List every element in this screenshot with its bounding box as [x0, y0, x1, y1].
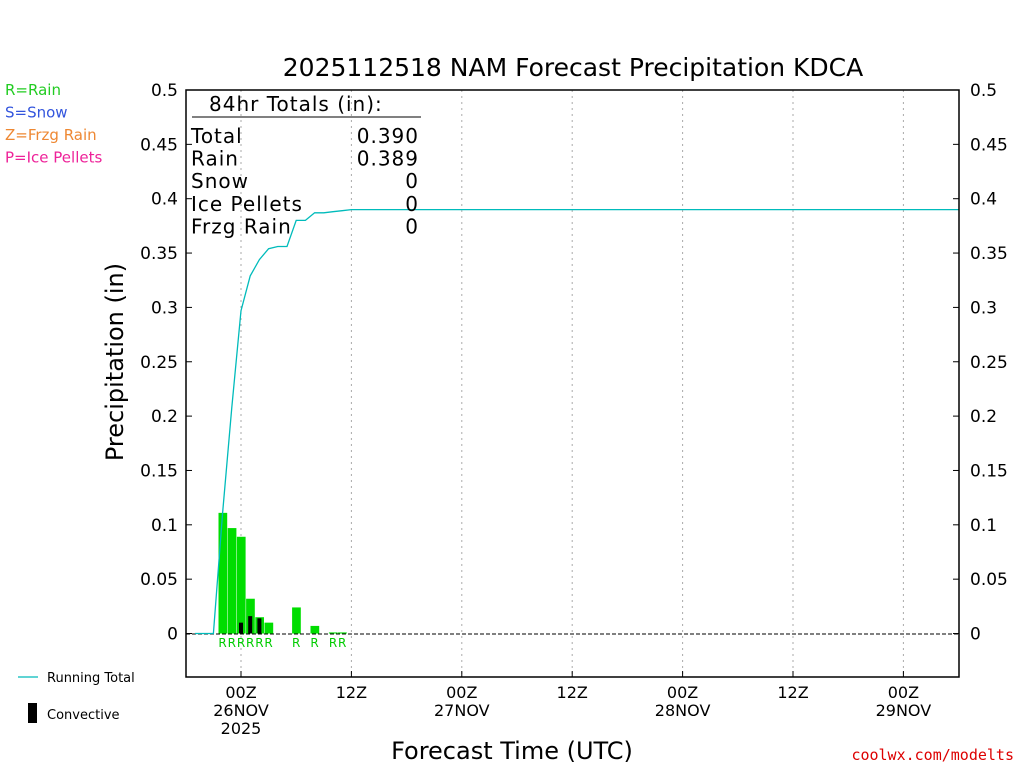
precip-bar: [264, 622, 274, 634]
x-tick-label: 12Z: [557, 683, 588, 702]
ptype-label: R: [329, 636, 337, 650]
y-axis-left: 0 0.05 0.1 0.15 0.2 0.25 0.3 0.35 0.4 0.45 0.5: [140, 81, 192, 645]
totals-row-value: 0: [405, 214, 419, 238]
precip-bar: [227, 528, 237, 634]
ptype-label: R: [237, 636, 245, 650]
ptype-label: R: [264, 636, 272, 650]
y-tick-label: 0.1: [151, 516, 178, 536]
precip-bar: [328, 632, 338, 634]
x-tick-label: 12Z: [336, 683, 367, 702]
source-credit: coolwx.com/modelts: [851, 746, 1014, 764]
y-tick-label: 0: [167, 625, 178, 645]
y-tick-label: 0.5: [970, 81, 997, 101]
chart-title: 2025112518 NAM Forecast Precipitation KD…: [283, 53, 863, 82]
y-tick-label: 0.45: [970, 135, 1008, 155]
y-tick-label: 0.1: [970, 516, 997, 536]
convective-bars: [239, 616, 262, 634]
convective-legend-label: Convective: [47, 708, 120, 723]
convective-bar: [257, 618, 262, 634]
totals-row-value: 0: [405, 169, 419, 193]
totals-row-label: Snow: [191, 169, 249, 193]
convective-bar: [248, 616, 253, 634]
x-tick-label: 00Z: [225, 683, 256, 702]
y-axis-label: Precipitation (in): [101, 263, 129, 461]
precip-bar: [218, 512, 228, 634]
totals-row-label: Frzg Rain: [191, 214, 292, 238]
y-tick-label: 0: [970, 625, 981, 645]
y-tick-label: 0.25: [140, 353, 178, 373]
convective-legend-swatch: [28, 703, 37, 723]
y-tick-label: 0.45: [140, 135, 178, 155]
ptype-label: R: [292, 636, 300, 650]
x-axis-label: Forecast Time (UTC): [391, 737, 633, 765]
y-tick-label: 0.25: [970, 353, 1008, 373]
convective-bar: [239, 622, 243, 634]
ptype-label: R: [255, 636, 263, 650]
y-tick-label: 0.4: [970, 190, 997, 210]
ptype-label: R: [338, 636, 346, 650]
totals-row-label: Ice Pellets: [191, 192, 303, 216]
y-tick-label: 0.5: [151, 81, 178, 101]
x-tick-label: 00Z: [446, 683, 477, 702]
ptype-label: R: [228, 636, 236, 650]
y-tick-label: 0.2: [151, 407, 178, 427]
x-tick-label: 27NOV: [434, 701, 490, 720]
x-tick-label: 00Z: [888, 683, 919, 702]
running-total-line: [195, 208, 959, 635]
legend-item: R=Rain: [5, 81, 61, 99]
totals-row-value: 0.389: [357, 147, 419, 171]
y-tick-label: 0.3: [151, 298, 178, 318]
y-tick-label: 0.05: [140, 570, 178, 590]
running-total-legend-label: Running Total: [47, 671, 135, 686]
x-tick-label: 28NOV: [655, 701, 711, 720]
legend-item: P=Ice Pellets: [5, 149, 102, 167]
legend-item: Z=Frzg Rain: [5, 126, 97, 144]
precip-bar: [292, 607, 301, 634]
totals-table: 84hr Totals (in): Total 0.390 Rain 0.389 Snow…: [190, 92, 421, 238]
y-tick-label: 0.2: [970, 407, 997, 427]
y-tick-label: 0.4: [151, 190, 178, 210]
x-tick-label: 29NOV: [876, 701, 932, 720]
x-tick-label: 00Z: [667, 683, 698, 702]
y-tick-label: 0.05: [970, 570, 1008, 590]
totals-row-value: 0.390: [357, 124, 419, 148]
x-tick-label: 26NOV: [213, 701, 269, 720]
x-tick-label: 12Z: [777, 683, 808, 702]
totals-row-label: Rain: [191, 147, 239, 171]
y-axis-right: 0 0.05 0.1 0.15 0.2 0.25 0.3 0.35 0.4 0.45 0.5: [953, 81, 1008, 645]
precip-type-legend: R=Rain S=Snow Z=Frzg Rain P=Ice Pellets: [5, 81, 102, 167]
totals-row-label: Total: [190, 124, 243, 148]
precip-bars: [218, 512, 347, 634]
precip-bar: [236, 536, 246, 634]
totals-heading: 84hr Totals (in):: [209, 92, 383, 116]
legend-item: S=Snow: [5, 104, 68, 122]
ptype-label: R: [218, 636, 226, 650]
ptype-label: R: [310, 636, 318, 650]
y-tick-label: 0.35: [970, 244, 1008, 264]
y-tick-label: 0.15: [970, 461, 1008, 481]
x-tick-label: 2025: [221, 719, 262, 738]
totals-row-value: 0: [405, 192, 419, 216]
precip-bar: [310, 625, 320, 634]
y-tick-label: 0.35: [140, 244, 178, 264]
vertical-gridlines: [240, 90, 904, 677]
y-tick-label: 0.15: [140, 461, 178, 481]
y-tick-label: 0.3: [970, 298, 997, 318]
precip-bar: [338, 632, 347, 634]
ptype-label: R: [246, 636, 254, 650]
